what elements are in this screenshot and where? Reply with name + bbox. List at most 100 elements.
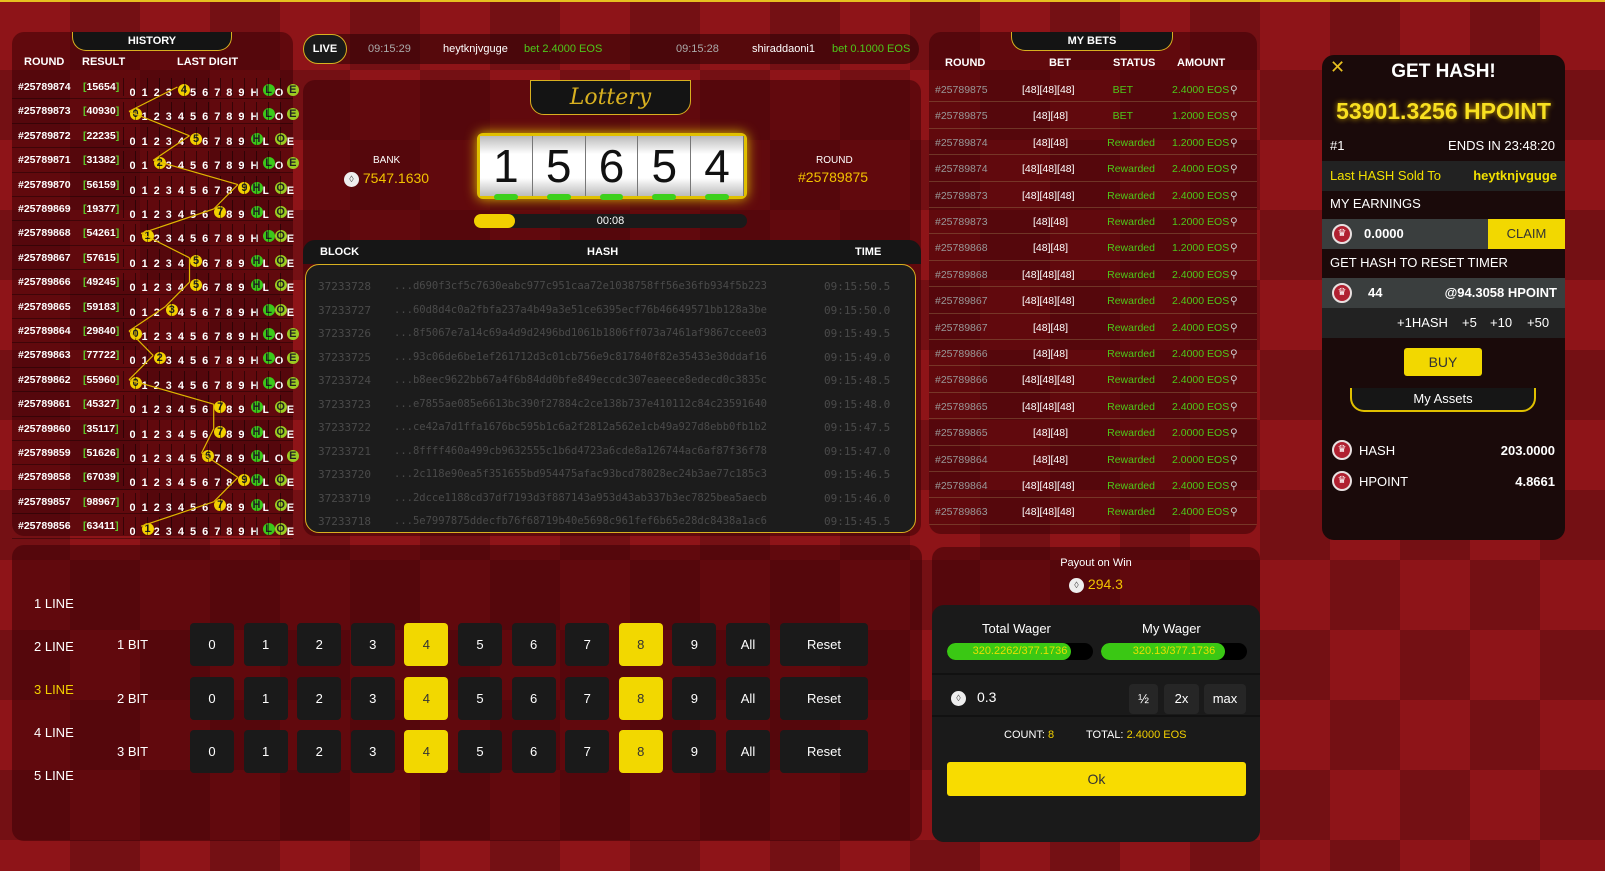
digit-label: H — [250, 306, 259, 319]
number-button-3[interactable]: 3 — [350, 730, 395, 773]
number-button-2[interactable]: 2 — [297, 676, 342, 720]
ok-button[interactable]: Ok — [947, 762, 1246, 796]
reset-button[interactable]: Reset — [780, 730, 868, 773]
line-option[interactable]: 3 LINE — [34, 682, 74, 697]
number-button-2[interactable]: 2 — [297, 623, 342, 666]
number-button-3[interactable]: 3 — [350, 676, 395, 720]
search-icon[interactable]: ⚲ — [1230, 427, 1238, 440]
number-button-7[interactable]: 7 — [565, 730, 610, 773]
reset-button[interactable]: Reset — [780, 623, 868, 666]
number-button-9[interactable]: 9 — [672, 730, 717, 773]
number-button-2[interactable]: 2 — [297, 730, 342, 773]
number-button-0[interactable]: 0 — [190, 623, 234, 666]
number-button-3[interactable]: 3 — [350, 623, 395, 666]
reset-button[interactable]: Reset — [780, 676, 868, 720]
digit-label: 8 — [226, 184, 233, 197]
number-button-4[interactable]: 4 — [404, 730, 449, 773]
digit-label: H — [250, 233, 259, 246]
number-button-0[interactable]: 0 — [190, 730, 234, 773]
number-button-4[interactable]: 4 — [404, 623, 449, 666]
search-icon[interactable]: ⚲ — [1230, 268, 1238, 281]
number-button-6[interactable]: 6 — [511, 730, 556, 773]
history-round: #25789862 — [18, 373, 71, 386]
history-result: [56159] — [83, 178, 120, 191]
my-assets-tab[interactable]: My Assets — [1350, 388, 1536, 412]
digit-cell: 4 — [171, 297, 184, 319]
bet-row: #25789864 [48][48] Rewarded 2.0000 EOS ⚲ — [929, 446, 1257, 472]
search-icon[interactable]: ⚲ — [1230, 242, 1238, 255]
digit-label: O — [274, 181, 287, 194]
number-button-5[interactable]: 5 — [458, 676, 502, 720]
add-5-button[interactable]: +5 — [1462, 315, 1477, 330]
history-result: [15654] — [83, 81, 120, 93]
search-icon[interactable]: ⚲ — [1230, 374, 1238, 387]
number-button-5[interactable]: 5 — [458, 623, 502, 666]
number-button-7[interactable]: 7 — [565, 623, 610, 666]
digit-cell: 4 — [171, 200, 184, 221]
search-icon[interactable]: ⚲ — [1230, 189, 1238, 202]
bet-amount: 2.0000 EOS — [1172, 453, 1230, 466]
line-option[interactable]: 4 LINE — [34, 725, 74, 740]
double-button[interactable]: 2x — [1164, 684, 1199, 714]
number-button-All[interactable]: All — [726, 730, 770, 773]
number-button-6[interactable]: 6 — [511, 623, 556, 666]
number-button-1[interactable]: 1 — [243, 623, 288, 666]
digit-cell: 1 — [135, 444, 148, 465]
line-option[interactable]: 5 LINE — [34, 768, 74, 783]
number-button-8[interactable]: 8 — [618, 623, 663, 666]
number-button-9[interactable]: 9 — [672, 623, 717, 666]
number-button-6[interactable]: 6 — [511, 676, 556, 720]
number-button-9[interactable]: 9 — [672, 676, 717, 720]
digit-cell: E — [280, 224, 294, 245]
add-1-hash-button[interactable]: +1HASH — [1397, 315, 1448, 330]
digit-cell: O — [268, 395, 287, 414]
buy-button[interactable]: BUY — [1404, 348, 1482, 376]
number-button-8[interactable]: 8 — [618, 676, 663, 720]
number-button-1[interactable]: 1 — [243, 676, 288, 720]
close-icon[interactable]: ✕ — [1330, 57, 1346, 77]
search-icon[interactable]: ⚲ — [1230, 295, 1238, 308]
search-icon[interactable]: ⚲ — [1230, 480, 1238, 492]
search-icon[interactable]: ⚲ — [1230, 348, 1238, 360]
number-button-All[interactable]: All — [726, 676, 770, 720]
claim-button[interactable]: CLAIM — [1488, 219, 1565, 249]
add-10-button[interactable]: +10 — [1490, 315, 1513, 330]
search-icon[interactable]: ⚲ — [1230, 453, 1238, 466]
number-button-7[interactable]: 7 — [565, 676, 610, 720]
amount-input[interactable]: 0.3 — [977, 689, 997, 705]
block-hash: ...2dcce1188cd37df7193d3f887143a953d43ab… — [394, 491, 767, 504]
number-button-0[interactable]: 0 — [190, 676, 234, 720]
search-icon[interactable]: ⚲ — [1230, 84, 1238, 96]
search-icon[interactable]: ⚲ — [1230, 400, 1238, 413]
digit-cell: L — [256, 468, 269, 489]
number-button-All[interactable]: All — [726, 623, 770, 666]
search-icon[interactable]: ⚲ — [1230, 321, 1238, 334]
line-option[interactable]: 1 LINE — [34, 596, 74, 611]
search-icon[interactable]: ⚲ — [1230, 506, 1238, 519]
digit-label: 6 — [202, 379, 209, 392]
digit-label: H — [250, 450, 263, 462]
history-row: #25789862 [55960] 0 1 2 3 4 5 6 7 8 9 H L O E — [12, 368, 299, 393]
search-icon[interactable]: ⚲ — [1230, 163, 1238, 176]
search-icon[interactable]: ⚲ — [1230, 216, 1238, 228]
number-button-8[interactable]: 8 — [618, 730, 663, 773]
digit-cell: 0 — [123, 370, 142, 389]
number-button-1[interactable]: 1 — [243, 730, 288, 773]
digit-label: O — [274, 206, 287, 218]
block-time: 09:15:49.5 — [824, 327, 891, 340]
add-50-button[interactable]: +50 — [1527, 315, 1550, 330]
max-button[interactable]: max — [1204, 684, 1246, 714]
search-icon[interactable]: ⚲ — [1230, 110, 1238, 123]
hash-list[interactable]: 37233728 ...d690f3cf5c7630eabc977c951caa7… — [305, 264, 916, 533]
digit-cell: L — [256, 273, 269, 294]
half-button[interactable]: ½ — [1129, 684, 1158, 714]
search-icon[interactable]: ⚲ — [1230, 136, 1238, 149]
number-button-4[interactable]: 4 — [404, 676, 449, 720]
line-option[interactable]: 2 LINE — [34, 639, 74, 654]
block-hash: ...d690f3cf5c7630eabc977c951caa72e103875… — [394, 280, 767, 292]
digit-cell: 5 — [183, 468, 196, 489]
number-button-5[interactable]: 5 — [458, 730, 502, 773]
digit-label: L — [262, 453, 270, 465]
hash-quantity[interactable]: 44 — [1368, 285, 1383, 300]
bet-amount: 1.2000 EOS — [1172, 216, 1230, 228]
